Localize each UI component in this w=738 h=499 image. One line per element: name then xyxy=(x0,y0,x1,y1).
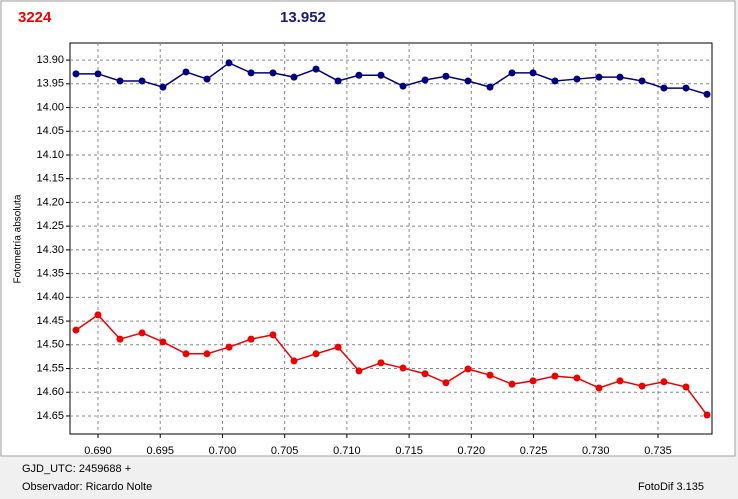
data-point xyxy=(682,84,690,92)
data-point xyxy=(247,335,255,343)
data-point xyxy=(616,73,624,81)
data-point xyxy=(94,70,102,78)
y-tick-label: 14.65 xyxy=(36,410,64,422)
x-tick-label: 0.720 xyxy=(458,445,486,457)
data-point xyxy=(377,71,385,79)
y-tick-label: 13.95 xyxy=(36,78,64,90)
footer-date: GJD_UTC: 2459688 + xyxy=(22,463,131,475)
data-point xyxy=(595,384,603,392)
header-right: 13.952 xyxy=(280,9,326,26)
data-point xyxy=(573,75,581,83)
data-point xyxy=(551,77,559,85)
y-tick-label: 14.00 xyxy=(36,101,64,113)
data-point xyxy=(269,69,277,77)
y-axis-label: Fotometría absoluta xyxy=(13,194,24,283)
x-tick-label: 0.705 xyxy=(271,445,299,457)
data-point xyxy=(529,69,537,77)
x-tick-label: 0.695 xyxy=(146,445,174,457)
data-point xyxy=(290,73,298,81)
y-tick-label: 14.10 xyxy=(36,149,64,161)
data-point xyxy=(551,372,559,380)
series-line xyxy=(75,62,708,95)
x-tick-label: 0.690 xyxy=(84,445,112,457)
data-point xyxy=(290,357,298,365)
x-tick-label: 0.725 xyxy=(520,445,548,457)
x-tick-label: 0.700 xyxy=(209,445,237,457)
data-point xyxy=(355,367,363,375)
data-point xyxy=(312,65,320,73)
data-point xyxy=(334,77,342,85)
data-point xyxy=(442,379,450,387)
data-point xyxy=(312,350,320,358)
y-tick-label: 14.20 xyxy=(36,196,64,208)
y-tick-label: 14.35 xyxy=(36,268,64,280)
footer-observer: Observador: Ricardo Nolte xyxy=(22,481,152,493)
data-point xyxy=(225,59,233,67)
data-point xyxy=(464,365,472,373)
series-line xyxy=(75,313,708,416)
data-point xyxy=(595,73,603,81)
data-point xyxy=(421,76,429,84)
data-point xyxy=(225,343,233,351)
data-point xyxy=(660,378,668,386)
data-point xyxy=(442,72,450,80)
data-point xyxy=(138,329,146,337)
data-point xyxy=(399,364,407,372)
data-point xyxy=(464,77,472,85)
y-tick-label: 14.60 xyxy=(36,386,64,398)
y-tick-label: 14.50 xyxy=(36,339,64,351)
data-point xyxy=(138,77,146,85)
data-point xyxy=(421,370,429,378)
y-tick-label: 14.05 xyxy=(36,125,64,137)
data-point xyxy=(660,84,668,92)
x-tick-label: 0.735 xyxy=(644,445,672,457)
data-point xyxy=(159,338,167,346)
data-point xyxy=(182,68,190,76)
x-tick-label: 0.730 xyxy=(582,445,610,457)
data-point xyxy=(355,71,363,79)
data-point xyxy=(638,77,646,85)
data-point xyxy=(203,350,211,358)
data-point xyxy=(94,311,102,319)
data-point xyxy=(116,335,124,343)
y-tick-label: 14.15 xyxy=(36,173,64,185)
y-tick-label: 14.55 xyxy=(36,362,64,374)
y-tick-label: 14.25 xyxy=(36,220,64,232)
y-tick-label: 13.90 xyxy=(36,54,64,66)
data-point xyxy=(377,359,385,367)
data-point xyxy=(247,69,255,77)
data-point xyxy=(703,90,711,98)
data-point xyxy=(399,82,407,90)
data-point xyxy=(334,343,342,351)
header-left: 3224 xyxy=(18,9,52,26)
data-point xyxy=(116,77,124,85)
y-tick-label: 14.45 xyxy=(36,315,64,327)
data-point xyxy=(72,70,80,78)
y-tick-label: 14.40 xyxy=(36,291,64,303)
data-point xyxy=(159,83,167,91)
data-point xyxy=(529,377,537,385)
data-point xyxy=(573,374,581,382)
y-tick-label: 14.30 xyxy=(36,244,64,256)
data-point xyxy=(269,331,277,339)
data-point xyxy=(616,377,624,385)
data-point xyxy=(182,350,190,358)
plot-area xyxy=(69,42,713,435)
data-point xyxy=(508,69,516,77)
data-point xyxy=(508,380,516,388)
data-point xyxy=(638,382,646,390)
x-tick-label: 0.710 xyxy=(333,445,361,457)
data-point xyxy=(203,75,211,83)
x-tick-label: 0.715 xyxy=(395,445,423,457)
footer-software: FotoDif 3.135 xyxy=(638,481,704,493)
data-point xyxy=(486,371,494,379)
data-point xyxy=(72,326,80,334)
data-point xyxy=(682,383,690,391)
data-point xyxy=(486,83,494,91)
data-point xyxy=(703,411,711,419)
